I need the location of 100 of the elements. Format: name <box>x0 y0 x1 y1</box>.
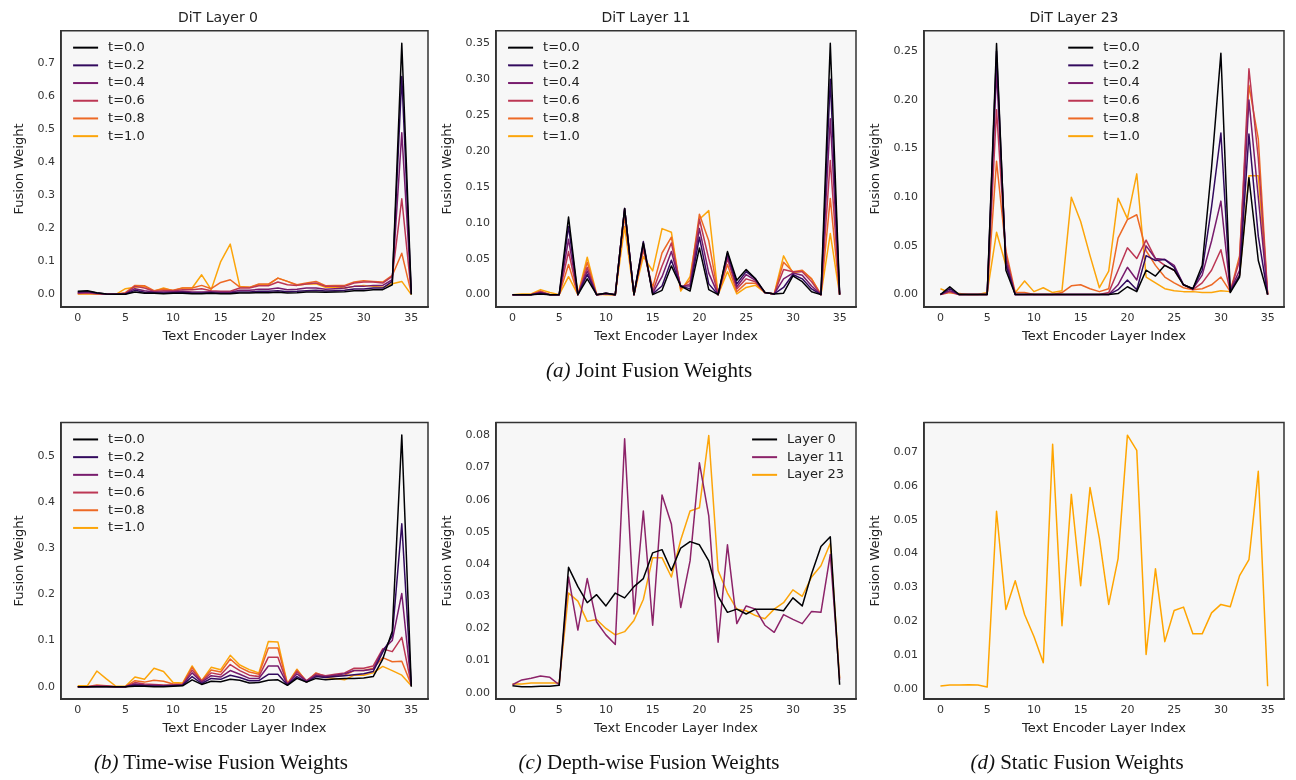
x-axis-title: Text Encoder Layer Index <box>1021 327 1187 343</box>
y-tick-label: 0.00 <box>465 685 491 699</box>
legend-label: t=0.4 <box>108 466 145 482</box>
text: (d) Static Fusion Weights <box>970 750 1184 774</box>
x-tick-label: 25 <box>1167 310 1182 324</box>
x-axis-title: Text Encoder Layer Index <box>1021 719 1187 735</box>
chart-title: DiT Layer 11 <box>601 9 691 26</box>
y-tick-label: 0.05 <box>893 512 919 526</box>
text: (a) Joint Fusion Weights <box>545 358 753 382</box>
x-tick-label: 25 <box>739 310 754 324</box>
y-tick-label: 0.7 <box>37 56 56 70</box>
x-tick-label: 15 <box>213 310 228 324</box>
y-tick-label: 0.25 <box>893 44 919 58</box>
legend-label: Layer 23 <box>787 466 844 482</box>
y-tick-label: 0.06 <box>465 492 491 506</box>
x-axis-title: Text Encoder Layer Index <box>593 327 759 343</box>
legend-label: Layer 0 <box>787 430 836 446</box>
x-tick-label: 35 <box>832 702 847 716</box>
x-tick-label: 10 <box>1026 702 1041 716</box>
x-axis-title: Text Encoder Layer Index <box>593 719 759 735</box>
x-tick-label: 25 <box>309 702 324 716</box>
y-axis-title: Fusion Weight <box>11 515 27 607</box>
x-tick-label: 5 <box>121 702 129 716</box>
y-tick-label: 0.07 <box>893 444 919 458</box>
x-tick-label: 35 <box>832 310 847 324</box>
x-tick-label: 5 <box>555 310 563 324</box>
legend-label: t=0.6 <box>1103 92 1140 108</box>
x-tick-label: 30 <box>356 702 371 716</box>
y-tick-label: 0.3 <box>37 188 56 202</box>
y-tick-label: 0.02 <box>465 621 491 635</box>
x-tick-label: 15 <box>1073 702 1088 716</box>
y-tick-label: 0.05 <box>893 238 919 252</box>
legend-label: t=0.0 <box>543 39 580 55</box>
legend-label: t=1.0 <box>1103 127 1140 143</box>
legend-label: t=0.2 <box>108 56 145 72</box>
y-axis-title: Fusion Weight <box>867 515 883 607</box>
legend-label: t=0.4 <box>1103 74 1140 90</box>
y-tick-label: 0.05 <box>465 524 491 538</box>
text: (c) Depth-wise Fusion Weights <box>518 750 780 774</box>
y-tick-label: 0.04 <box>893 546 919 560</box>
y-axis-title: Fusion Weight <box>439 123 455 215</box>
x-tick-label: 35 <box>1260 310 1275 324</box>
legend-label: t=1.0 <box>108 127 145 143</box>
y-axis-title: Fusion Weight <box>439 515 455 607</box>
x-tick-label: 30 <box>785 702 800 716</box>
x-tick-label: 30 <box>1213 310 1228 324</box>
x-tick-label: 30 <box>1213 702 1228 716</box>
legend-label: t=0.4 <box>108 74 145 90</box>
y-tick-label: 0.4 <box>37 155 56 169</box>
x-tick-label: 35 <box>404 702 419 716</box>
x-axis-title: Text Encoder Layer Index <box>161 327 327 343</box>
x-tick-label: 10 <box>166 702 181 716</box>
y-tick-label: 0.3 <box>37 541 56 555</box>
y-tick-label: 0.1 <box>37 633 56 647</box>
x-tick-label: 15 <box>645 702 660 716</box>
y-tick-label: 0.00 <box>893 287 919 301</box>
legend-label: t=1.0 <box>543 127 580 143</box>
y-tick-label: 0.03 <box>893 580 919 594</box>
x-tick-label: 15 <box>645 310 660 324</box>
y-tick-label: 0.02 <box>893 614 919 628</box>
x-tick-label: 35 <box>404 310 419 324</box>
x-tick-label: 5 <box>555 702 563 716</box>
legend-label: t=0.2 <box>108 448 145 464</box>
y-tick-label: 0.2 <box>37 221 56 235</box>
x-tick-label: 20 <box>1120 702 1135 716</box>
x-tick-label: 0 <box>936 702 944 716</box>
y-tick-label: 0.30 <box>465 72 491 86</box>
y-tick-label: 0.01 <box>465 653 491 667</box>
y-tick-label: 0.10 <box>893 190 919 204</box>
legend-label: t=0.8 <box>543 109 580 125</box>
legend-label: t=0.0 <box>108 430 145 446</box>
legend-label: t=0.0 <box>108 39 145 55</box>
y-tick-label: 0.5 <box>37 448 56 462</box>
y-tick-label: 0.06 <box>893 478 919 492</box>
legend-label: t=0.8 <box>1103 109 1140 125</box>
legend-label: t=0.6 <box>108 483 145 499</box>
y-tick-label: 0.04 <box>465 556 491 570</box>
x-tick-label: 10 <box>598 702 613 716</box>
y-tick-label: 0.1 <box>37 254 56 268</box>
legend-label: t=1.0 <box>108 519 145 535</box>
x-tick-label: 30 <box>785 310 800 324</box>
y-tick-label: 0.20 <box>465 143 491 157</box>
legend-label: t=0.6 <box>543 92 580 108</box>
x-tick-label: 15 <box>1073 310 1088 324</box>
x-tick-label: 5 <box>983 702 991 716</box>
x-tick-label: 25 <box>1167 702 1182 716</box>
y-tick-label: 0.08 <box>465 428 491 442</box>
legend-label: t=0.8 <box>108 109 145 125</box>
legend-label: t=0.6 <box>108 92 145 108</box>
x-tick-label: 20 <box>692 310 707 324</box>
x-tick-label: 0 <box>74 310 82 324</box>
x-tick-label: 10 <box>166 310 181 324</box>
y-axis-title: Fusion Weight <box>11 123 27 215</box>
legend-label: t=0.2 <box>1103 56 1140 72</box>
legend-label: t=0.0 <box>1103 39 1140 55</box>
y-tick-label: 0.20 <box>893 92 919 106</box>
x-tick-label: 5 <box>121 310 129 324</box>
x-tick-label: 15 <box>213 702 228 716</box>
y-tick-label: 0.0 <box>37 287 56 301</box>
y-tick-label: 0.15 <box>465 179 491 193</box>
